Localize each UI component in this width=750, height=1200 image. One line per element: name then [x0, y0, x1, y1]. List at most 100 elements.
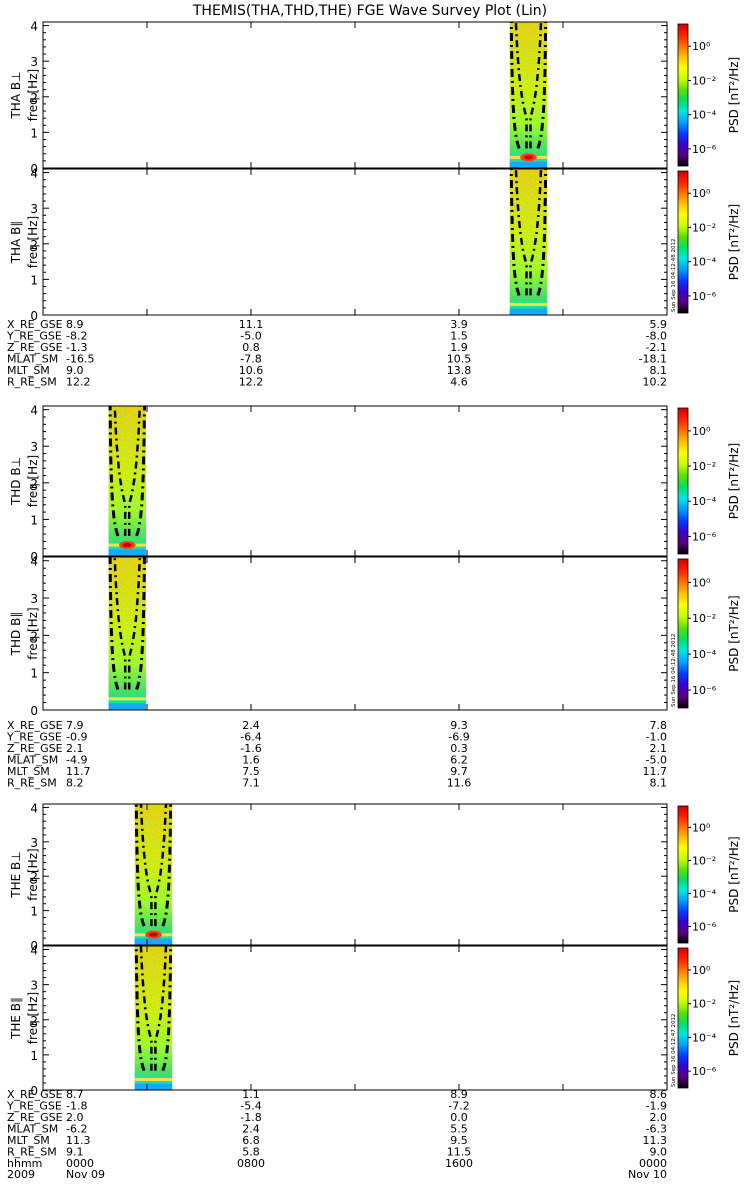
- ephemeris-value: 11.1: [239, 318, 264, 331]
- ephemeris-value: 6.8: [242, 1134, 260, 1147]
- colorbar-tick-label: 10⁻⁶: [692, 143, 717, 156]
- ephemeris-value: -0.9: [66, 731, 87, 744]
- gyro-curve-inner: [514, 21, 528, 149]
- timestamp-stamp: Sun Sep 16 04:12:48 2012: [671, 633, 677, 707]
- ephemeris-label: R_RE_SM: [7, 777, 57, 790]
- time-tick-label: 1600: [445, 1157, 473, 1170]
- y-tick-label: 0: [30, 162, 38, 176]
- ephemeris-value: 2.0: [66, 1111, 84, 1124]
- colorbar: [677, 407, 689, 555]
- gyro-curve-inner: [113, 405, 127, 536]
- ephemeris-label: Z_RE_GSE: [7, 1111, 63, 1124]
- ephemeris-value: 2.1: [66, 742, 84, 755]
- ephemeris-block: X_RE_GSE 7.9 2.4 9.3 7.8 Y_RE_GSE -0.9 -6.4 -6.9…: [6, 719, 667, 790]
- y-tick-label: 0: [30, 550, 38, 564]
- y-tick-label: 1: [30, 126, 38, 140]
- y-tick-label: 3: [30, 202, 38, 216]
- y-tick-label: 2: [30, 238, 38, 252]
- ephemeris-value: 7.9: [66, 719, 84, 732]
- ephemeris-value: 6.2: [450, 754, 468, 767]
- y-tick-label: 1: [30, 273, 38, 287]
- panel-thd-perp: 0 1 2 3 4 THD B⊥ freq [Hz] 10⁰ 10⁻² 10⁻⁴ 10⁻⁶ PSD […: [9, 404, 741, 564]
- colorbar: [677, 558, 689, 709]
- ephemeris-value: -1.8: [66, 1100, 87, 1113]
- colorbar-tick-label: 10⁻⁴: [692, 887, 717, 900]
- ephemeris-value: 0.8: [242, 341, 260, 354]
- spectrogram-panels: 0 1 2 3 4 THA B⊥ freq [Hz] 10⁰ 10⁻² 10⁻⁴ 10⁻⁶ PSD […: [9, 20, 741, 1098]
- colorbar-label: PSD [nT²/Hz]: [727, 204, 741, 280]
- gyro-curve-outer: [536, 168, 548, 296]
- ephemeris-value: -6.4: [240, 731, 261, 744]
- colorbar: [677, 805, 689, 944]
- ephemeris-value: 13.8: [447, 364, 472, 377]
- ephemeris-value: 2.0: [650, 1111, 668, 1124]
- ephemeris-tables: X_RE_GSE 8.9 11.1 3.9 5.9Y_RE_GSE -8.2 -5.0 1.5…: [6, 318, 667, 1181]
- panel-label: THE B⊥: [9, 851, 23, 898]
- panel-label: THA B∥: [9, 221, 23, 265]
- ephemeris-value: -8.0: [646, 330, 667, 343]
- ephemeris-value: -4.9: [66, 754, 87, 767]
- gyro-curve-inner: [139, 803, 153, 927]
- year-label: 2009: [7, 1168, 35, 1181]
- colorbar-tick-label: 10⁻⁴: [692, 109, 717, 122]
- time-tick-label: 0000: [66, 1157, 94, 1170]
- panel-tha-par: 0 1 2 3 4 THA B∥ freq [Hz] 10⁰ 10⁻² 10⁻⁴ 10⁻⁶ PSD […: [9, 167, 741, 323]
- ephemeris-value: 8.7: [66, 1088, 84, 1101]
- y-tick-label: 1: [30, 1049, 38, 1063]
- ephemeris-value: 10.6: [239, 364, 264, 377]
- colorbar-tick-label: 10⁻⁶: [692, 290, 717, 303]
- time-axis-label: hhmm: [7, 1157, 42, 1170]
- y-tick-label: 3: [30, 592, 38, 606]
- power-peak-core: [523, 155, 533, 160]
- ephemeris-value: -5.0: [646, 754, 667, 767]
- gyro-curve-outer: [135, 557, 146, 690]
- ephemeris-value: 9.5: [450, 1134, 468, 1147]
- colorbar-tick-label: 10⁰: [692, 425, 711, 438]
- panel-label: THD B∥: [9, 612, 23, 657]
- colorbar-tick-label: 10⁻⁴: [692, 256, 717, 269]
- ephemeris-value: -5.0: [240, 330, 261, 343]
- ephemeris-label: MLT_SM: [7, 765, 50, 778]
- y-tick-label: 4: [30, 404, 38, 418]
- ephemeris-value: 12.2: [239, 376, 264, 389]
- ephemeris-value: 12.2: [66, 376, 91, 389]
- y-tick-label: 3: [30, 836, 38, 850]
- y-tick-label: 2: [30, 91, 38, 105]
- gyro-curve-inner: [154, 945, 168, 1071]
- panel-the-perp: 0 1 2 3 4 THE B⊥ freq [Hz] 10⁰ 10⁻² 10⁻⁴ 10⁻⁶ PSD […: [9, 801, 741, 953]
- gyro-curve-inner: [529, 168, 543, 296]
- panel-label: THA B⊥: [9, 71, 23, 119]
- spectrogram-band-line: [108, 697, 146, 701]
- y-axis-label: freq [Hz]: [26, 216, 40, 268]
- colorbar-tick-label: 10⁻²: [692, 612, 716, 625]
- gyro-curve-outer: [108, 406, 120, 537]
- gyro-curve-outer: [161, 804, 173, 927]
- y-tick-label: 4: [30, 167, 38, 181]
- colorbar: [677, 947, 689, 1089]
- power-peak-core: [148, 932, 158, 937]
- colorbar: [677, 23, 689, 167]
- ephemeris-value: -8.2: [66, 330, 87, 343]
- ephemeris-label: MLT_SM: [7, 364, 50, 377]
- date-end-label: Nov 10: [628, 1168, 667, 1181]
- ephemeris-value: 1.5: [450, 330, 468, 343]
- gyro-curve-inner: [154, 803, 168, 927]
- ephemeris-value: 9.0: [650, 1146, 668, 1159]
- colorbar-tick-label: 10⁰: [692, 964, 711, 977]
- ephemeris-label: MLAT_SM: [7, 754, 58, 767]
- ephemeris-value: 1.9: [450, 341, 468, 354]
- gyro-curve-inner: [529, 21, 543, 149]
- ephemeris-value: 5.5: [450, 1123, 468, 1136]
- ephemeris-label: Z_RE_GSE: [7, 742, 63, 755]
- spectrogram-speckle: [509, 22, 548, 168]
- ephemeris-value: 11.6: [447, 777, 472, 790]
- spectrogram-speckle: [134, 946, 173, 1090]
- colorbar-label: PSD [nT²/Hz]: [727, 980, 741, 1056]
- panel-label: THD B⊥: [9, 457, 23, 506]
- ephemeris-value: 10.2: [643, 376, 668, 389]
- y-tick-label: 0: [30, 1084, 38, 1098]
- panel-tha-perp: 0 1 2 3 4 THA B⊥ freq [Hz] 10⁰ 10⁻² 10⁻⁴ 10⁻⁶ PSD […: [9, 20, 741, 176]
- colorbar: [677, 170, 689, 314]
- ephemeris-value: 8.9: [66, 318, 84, 331]
